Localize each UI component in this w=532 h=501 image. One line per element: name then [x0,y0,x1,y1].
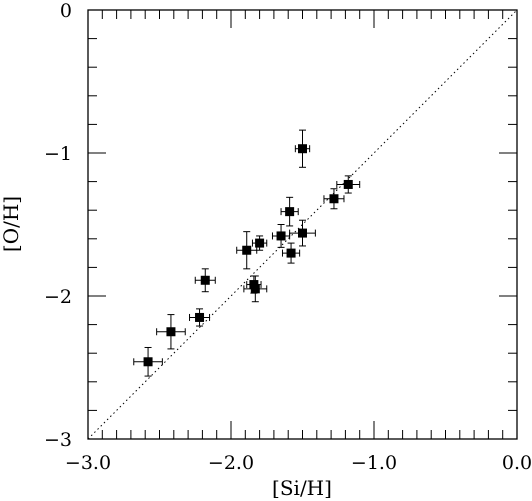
square-marker [242,245,252,255]
major-ticks [87,9,518,440]
square-marker [200,275,210,285]
x-axis-title: [Si/H] [272,476,332,500]
data-point [243,275,268,303]
data-point [251,235,268,251]
minor-ticks [88,10,517,439]
data-point [156,314,186,350]
data-points [133,129,361,377]
square-marker [298,144,307,154]
square-marker [195,312,205,322]
x-tick-label: 0.0 [502,452,532,474]
square-marker [255,238,265,248]
y-tick-label: 0 [60,0,72,22]
y-tick-label: −1 [44,143,72,165]
data-point [280,196,299,227]
square-marker [166,327,176,337]
square-marker [276,231,286,241]
data-point [289,219,316,247]
data-point [194,268,216,293]
data-point [189,308,211,327]
x-tick-labels: −3.0 −2.0 −1.0 0.0 [65,452,532,474]
square-marker [250,284,260,294]
x-tick-label: −3.0 [65,452,111,474]
square-marker [329,194,339,204]
square-marker [285,207,295,217]
data-point [236,231,258,270]
square-marker [298,228,307,238]
y-tick-label: −3 [44,429,72,451]
y-tick-labels: −3 −2 −1 0 [44,0,72,451]
data-point [133,346,163,377]
square-marker [286,248,296,258]
data-point [323,188,345,210]
x-tick-label: −2.0 [208,452,254,474]
y-axis-title: [O/H] [0,196,23,252]
square-marker [343,179,353,189]
square-marker [143,357,153,367]
x-tick-label: −1.0 [351,452,397,474]
data-point [281,242,301,264]
data-point [271,224,291,248]
data-point [336,175,361,194]
y-tick-label: −2 [44,286,72,308]
data-point [294,129,311,168]
